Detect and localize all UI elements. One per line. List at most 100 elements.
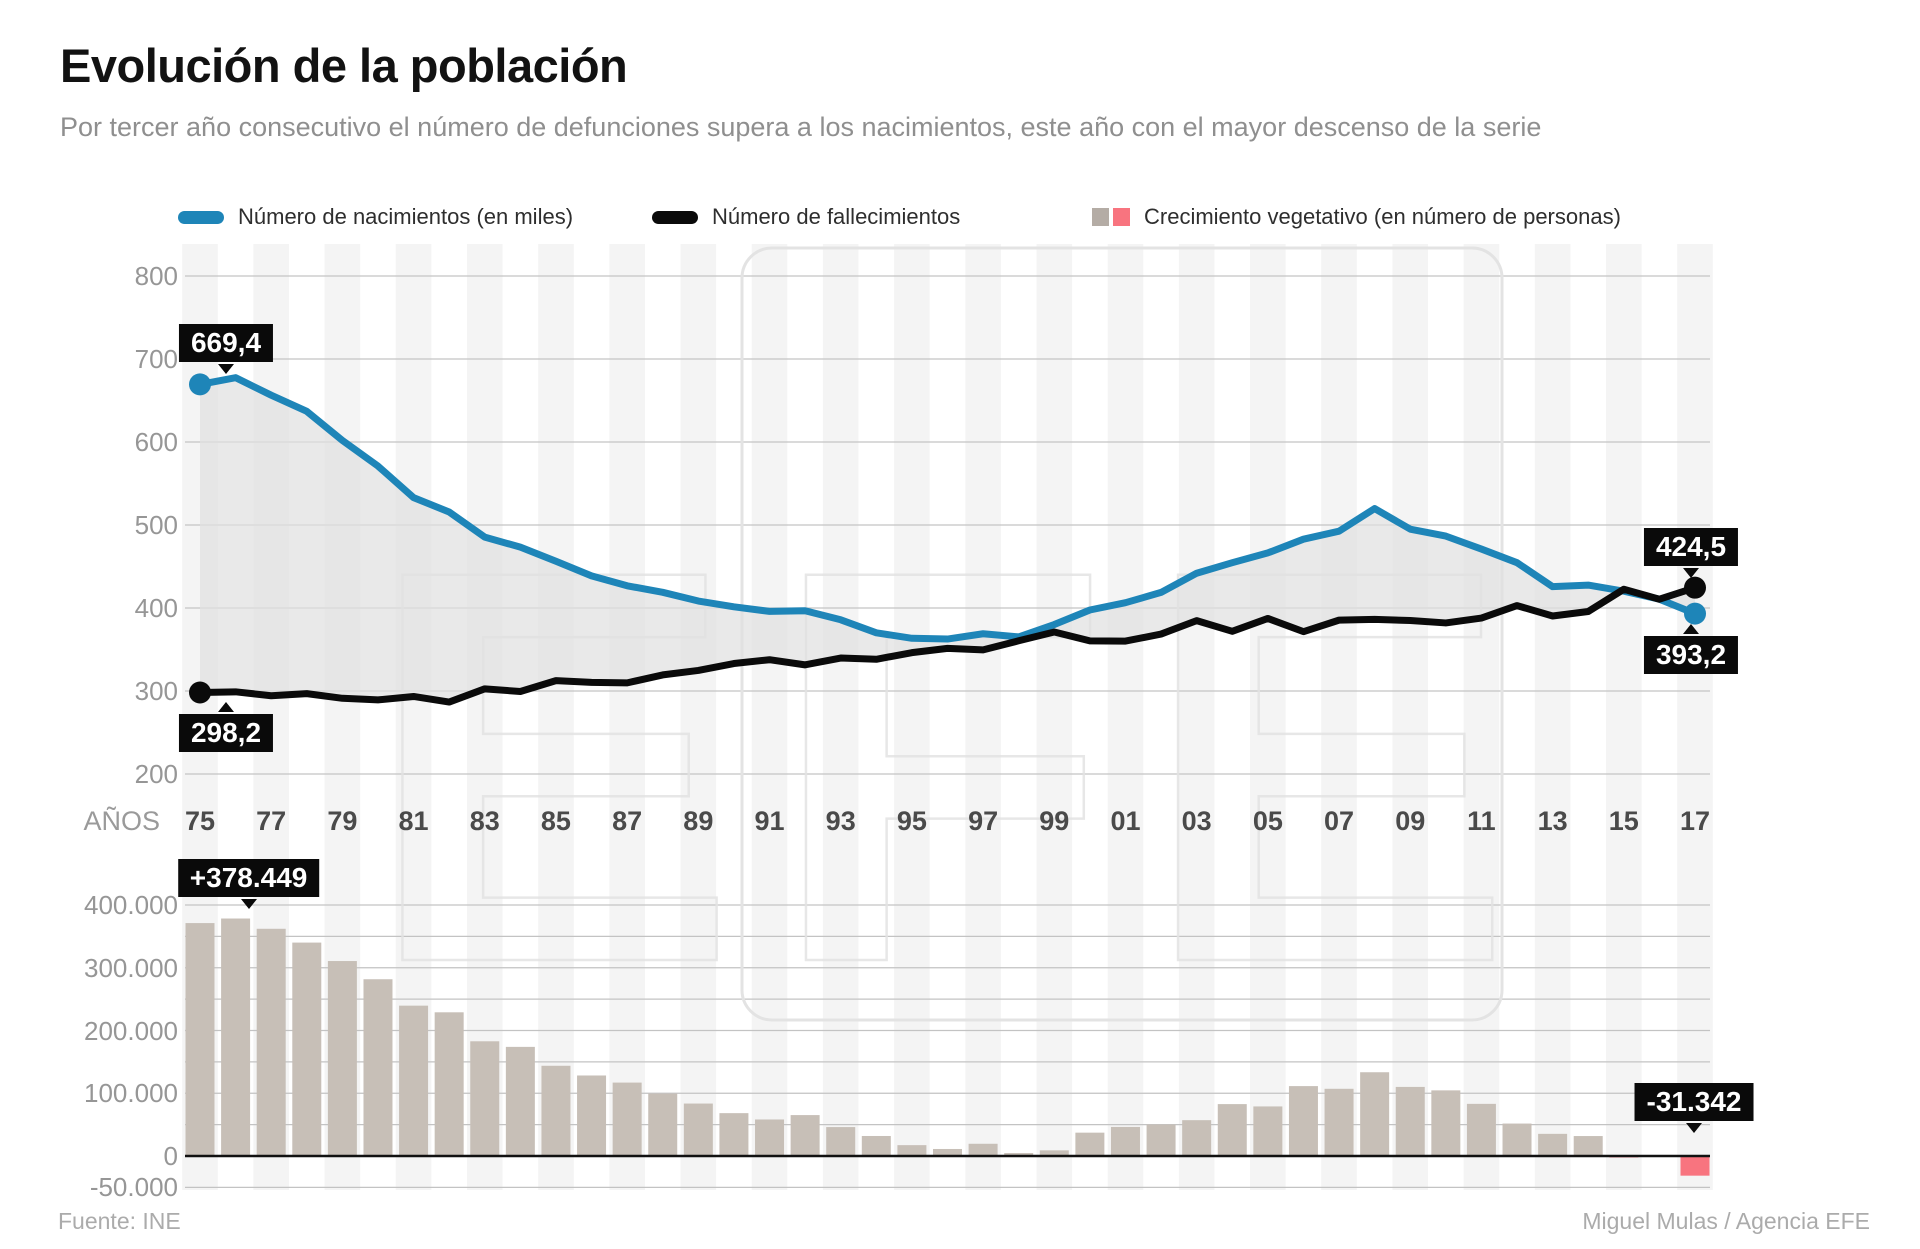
- growth-bar-2012: [1502, 1123, 1532, 1156]
- top-y-tick-600: 600: [134, 427, 178, 457]
- legend-label-growth: Crecimiento vegetativo (en número de per…: [1144, 204, 1621, 229]
- growth-bar-1980: [363, 979, 393, 1156]
- annotation-298-2: 298,2: [178, 714, 274, 753]
- growth-bar-2002: [1146, 1124, 1176, 1156]
- growth-bar-2001: [1110, 1126, 1140, 1156]
- bottom-y-tick-300000: 300.000: [84, 952, 178, 983]
- year-stripe: [1463, 244, 1500, 1190]
- x-tick-07: 07: [1324, 806, 1355, 836]
- growth-negative-swatch: [1113, 208, 1130, 226]
- x-tick-99: 99: [1039, 806, 1070, 836]
- endpoint-dot: [1684, 576, 1706, 599]
- x-axis-title: AÑOS: [83, 806, 160, 836]
- endpoint-dot: [189, 681, 211, 704]
- x-tick-15: 15: [1608, 806, 1639, 836]
- legend-label-births: Número de nacimientos (en miles): [238, 204, 574, 229]
- growth-bar-1996: [933, 1148, 962, 1156]
- growth-bar-2010: [1431, 1090, 1461, 1156]
- bottom-y-tick-200000: 200.000: [84, 1015, 178, 1046]
- x-tick-03: 03: [1181, 806, 1212, 836]
- growth-bar-2005: [1253, 1106, 1283, 1156]
- year-stripe: [1321, 244, 1357, 1190]
- endpoint-dots: [189, 373, 1706, 704]
- x-tick-11: 11: [1467, 806, 1496, 836]
- credit-note: Miguel Mulas / Agencia EFE: [1582, 1208, 1870, 1234]
- x-tick-05: 05: [1252, 806, 1283, 836]
- growth-bar-1994: [861, 1135, 891, 1156]
- top-y-tick-400: 400: [134, 593, 178, 623]
- top-y-tick-300: 300: [134, 676, 178, 706]
- growth-bar-1982: [434, 1012, 464, 1156]
- year-stripe: [466, 244, 503, 1190]
- year-stripe: [538, 244, 574, 1190]
- year-stripe: [822, 244, 859, 1190]
- growth-bar-1993: [826, 1127, 856, 1156]
- year-stripe: [751, 244, 788, 1190]
- growth-bar-1978: [292, 942, 322, 1156]
- area-layer: [200, 377, 1695, 703]
- growth-bar-1992: [790, 1115, 820, 1156]
- annotation-growth-2017-pointer: [1686, 1123, 1702, 1133]
- year-stripe: [1534, 244, 1571, 1190]
- legend-item-births: Número de nacimientos (en miles): [178, 200, 573, 234]
- x-tick-77: 77: [256, 806, 287, 836]
- x-tick-13: 13: [1537, 806, 1568, 836]
- endpoint-dot: [189, 373, 211, 396]
- year-stripe: [1107, 244, 1144, 1190]
- growth-bar-1981: [399, 1005, 429, 1156]
- growth-bar-1985: [541, 1065, 571, 1156]
- x-tick-93: 93: [825, 806, 856, 836]
- growth-bar-1999: [1039, 1150, 1069, 1156]
- x-tick-91: 91: [754, 806, 785, 836]
- growth-bar-2007: [1324, 1088, 1354, 1156]
- growth-bar-2004: [1217, 1104, 1247, 1156]
- growth-bar-1989: [683, 1103, 713, 1156]
- annotation-growth-1976: +378.449: [177, 858, 320, 897]
- growth-bar-1998: [1004, 1153, 1034, 1156]
- top-y-tick-700: 700: [134, 344, 178, 374]
- annotation-669-4-pointer: [218, 364, 234, 375]
- top-y-tick-800: 800: [134, 261, 178, 291]
- annotation-growth-1976-pointer: [240, 898, 257, 909]
- bottom-y-tick-100000: 100.000: [84, 1078, 178, 1109]
- year-stripe: [1392, 244, 1429, 1190]
- x-tick-89: 89: [683, 806, 714, 836]
- growth-bar-2017: [1680, 1156, 1710, 1176]
- growth-bar-2009: [1395, 1086, 1425, 1156]
- x-tick-97: 97: [968, 806, 999, 836]
- growth-bar-2003: [1182, 1120, 1212, 1156]
- growth-bar-1976: [221, 918, 251, 1156]
- bottom-y-tick-0: 0: [163, 1141, 178, 1171]
- year-stripe: [1606, 244, 1642, 1190]
- x-tick-83: 83: [469, 806, 500, 836]
- x-tick-87: 87: [612, 806, 643, 836]
- top-y-tick-500: 500: [134, 510, 178, 540]
- growth-bar-1986: [577, 1075, 607, 1156]
- trend-lines: [196, 374, 1699, 706]
- growth-bar-2006: [1288, 1086, 1318, 1156]
- growth-bar-1975: [185, 923, 215, 1156]
- annotation-393-2-pointer: [1683, 623, 1699, 634]
- growth-bar-2008: [1360, 1072, 1390, 1156]
- source-note: Fuente: INE: [58, 1208, 181, 1234]
- growth-bar-2014: [1573, 1136, 1603, 1156]
- x-tick-81: 81: [398, 806, 429, 836]
- legend-item-growth: Crecimiento vegetativo (en número de per…: [1092, 200, 1621, 234]
- deaths-line: [196, 584, 1699, 706]
- bottom-y-tick-400000: 400.000: [84, 890, 178, 920]
- annotation-424-5: 424,5: [1643, 527, 1739, 566]
- growth-bar-1995: [897, 1145, 927, 1156]
- year-stripe: [1250, 244, 1286, 1190]
- annotation-393-2: 393,2: [1643, 635, 1739, 674]
- growth-bar-2000: [1075, 1132, 1105, 1156]
- growth-bar-1984: [505, 1046, 535, 1156]
- legend-item-deaths: Número de fallecimientos: [652, 200, 960, 234]
- bottom-y-tick--50000: -50.000: [89, 1172, 178, 1203]
- growth-bar-1983: [470, 1041, 500, 1156]
- annotation-669-4: 669,4: [178, 324, 274, 363]
- births-line-swatch: [178, 210, 224, 224]
- deaths-line-swatch: [652, 210, 698, 224]
- year-stripe: [680, 244, 717, 1190]
- legend-label-deaths: Número de fallecimientos: [712, 204, 961, 229]
